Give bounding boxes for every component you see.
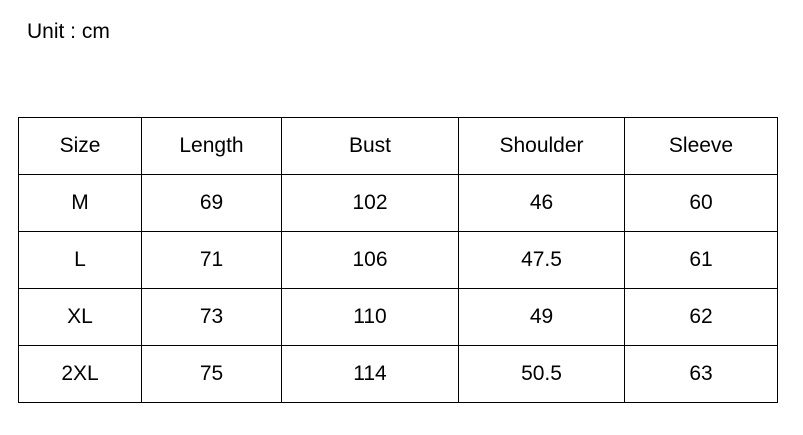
cell: XL: [18, 288, 142, 346]
data-row: 2XL 75 114 50.5 63: [18, 345, 778, 403]
header-cell: Length: [141, 117, 282, 175]
cell: 69: [141, 174, 282, 232]
cell: 46: [458, 174, 625, 232]
cell: 60: [624, 174, 778, 232]
cell: 2XL: [18, 345, 142, 403]
cell: 110: [281, 288, 459, 346]
cell: 50.5: [458, 345, 625, 403]
cell: 63: [624, 345, 778, 403]
header-row: Size Length Bust Shoulder Sleeve: [18, 117, 778, 175]
cell: 106: [281, 231, 459, 289]
size-table: Size Length Bust Shoulder Sleeve M 69 102 46 60 L 7…: [18, 117, 778, 403]
cell: 61: [624, 231, 778, 289]
cell: 62: [624, 288, 778, 346]
cell: 71: [141, 231, 282, 289]
cell: 114: [281, 345, 459, 403]
cell: 47.5: [458, 231, 625, 289]
data-row: XL 73 110 49 62: [18, 288, 778, 346]
cell: 102: [281, 174, 459, 232]
data-row: L 71 106 47.5 61: [18, 231, 778, 289]
cell: M: [18, 174, 142, 232]
data-row: M 69 102 46 60: [18, 174, 778, 232]
table-body: Size Length Bust Shoulder Sleeve M 69 102 46 60 L 7…: [18, 117, 778, 403]
cell: 75: [141, 345, 282, 403]
header-cell: Size: [18, 117, 142, 175]
cell: 49: [458, 288, 625, 346]
cell: L: [18, 231, 142, 289]
unit-label: Unit : cm: [27, 20, 110, 43]
header-cell: Shoulder: [458, 117, 625, 175]
cell: 73: [141, 288, 282, 346]
header-cell: Bust: [281, 117, 459, 175]
header-cell: Sleeve: [624, 117, 778, 175]
